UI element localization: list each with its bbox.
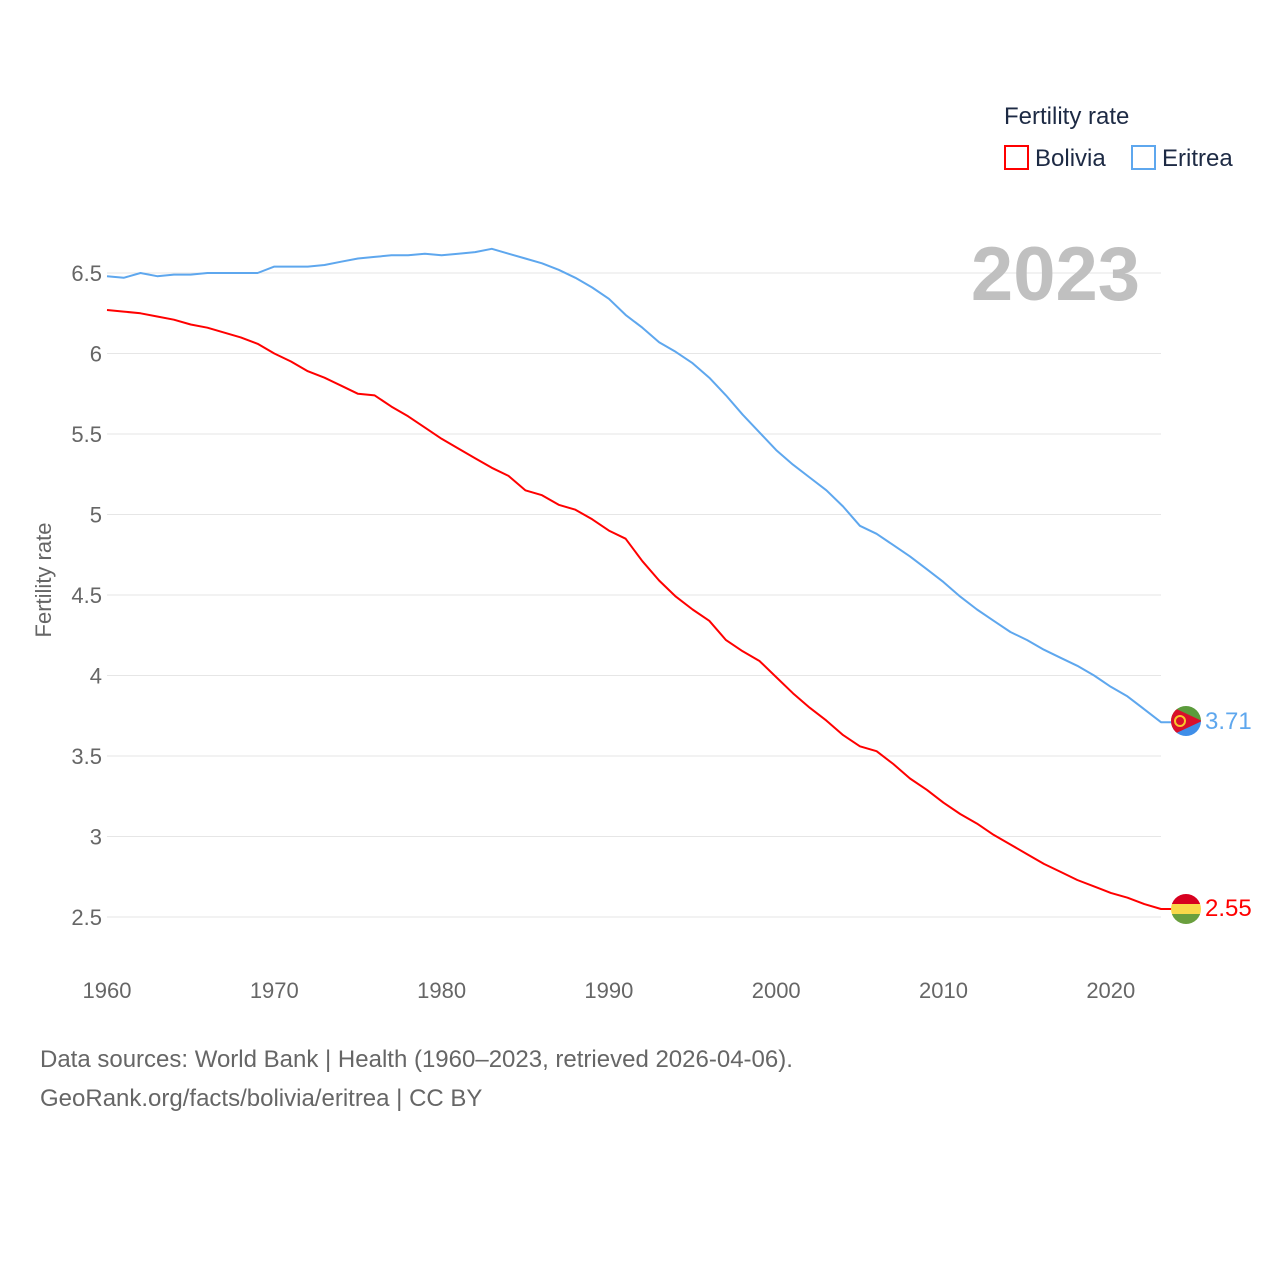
x-tick-label: 1970 <box>250 978 299 1003</box>
eritrea-end-value: 3.71 <box>1205 708 1252 735</box>
svg-text:Bolivia: Bolivia <box>1035 145 1106 172</box>
eritrea-flag-icon <box>1171 706 1201 736</box>
y-tick-label: 2.5 <box>71 905 102 930</box>
x-tick-label: 2010 <box>919 978 968 1003</box>
y-tick-label: 4.5 <box>71 583 102 608</box>
legend-item-bolivia[interactable]: Bolivia <box>1004 145 1106 172</box>
x-tick-label: 1980 <box>417 978 466 1003</box>
y-tick-label: 5.5 <box>71 422 102 447</box>
y-tick-label: 5 <box>90 503 102 528</box>
y-axis-label: Fertility rate <box>31 523 56 638</box>
bolivia-end-value: 2.55 <box>1205 895 1252 922</box>
x-tick-label: 2000 <box>752 978 801 1003</box>
x-tick-label: 1990 <box>584 978 633 1003</box>
svg-text:Eritrea: Eritrea <box>1162 145 1233 172</box>
y-tick-label: 4 <box>90 664 102 689</box>
y-tick-label: 3 <box>90 825 102 850</box>
series-line-eritrea <box>106 247 1172 724</box>
bolivia-flag-icon <box>1171 894 1201 924</box>
y-tick-label: 3.5 <box>71 744 102 769</box>
y-tick-label: 6.5 <box>71 261 102 286</box>
x-tick-label: 1960 <box>83 978 132 1003</box>
source-note: Data sources: World Bank | Health (1960–… <box>40 1046 793 1073</box>
source-link[interactable]: GeoRank.org/facts/bolivia/eritrea | CC B… <box>40 1085 483 1112</box>
legend-item-eritrea[interactable]: Eritrea <box>1131 145 1233 172</box>
legend-title: Fertility rate <box>1004 103 1129 130</box>
x-tick-label: 2020 <box>1086 978 1135 1003</box>
year-label: 2023 <box>971 232 1140 317</box>
series-line-bolivia <box>106 309 1172 910</box>
y-tick-label: 6 <box>90 342 102 367</box>
